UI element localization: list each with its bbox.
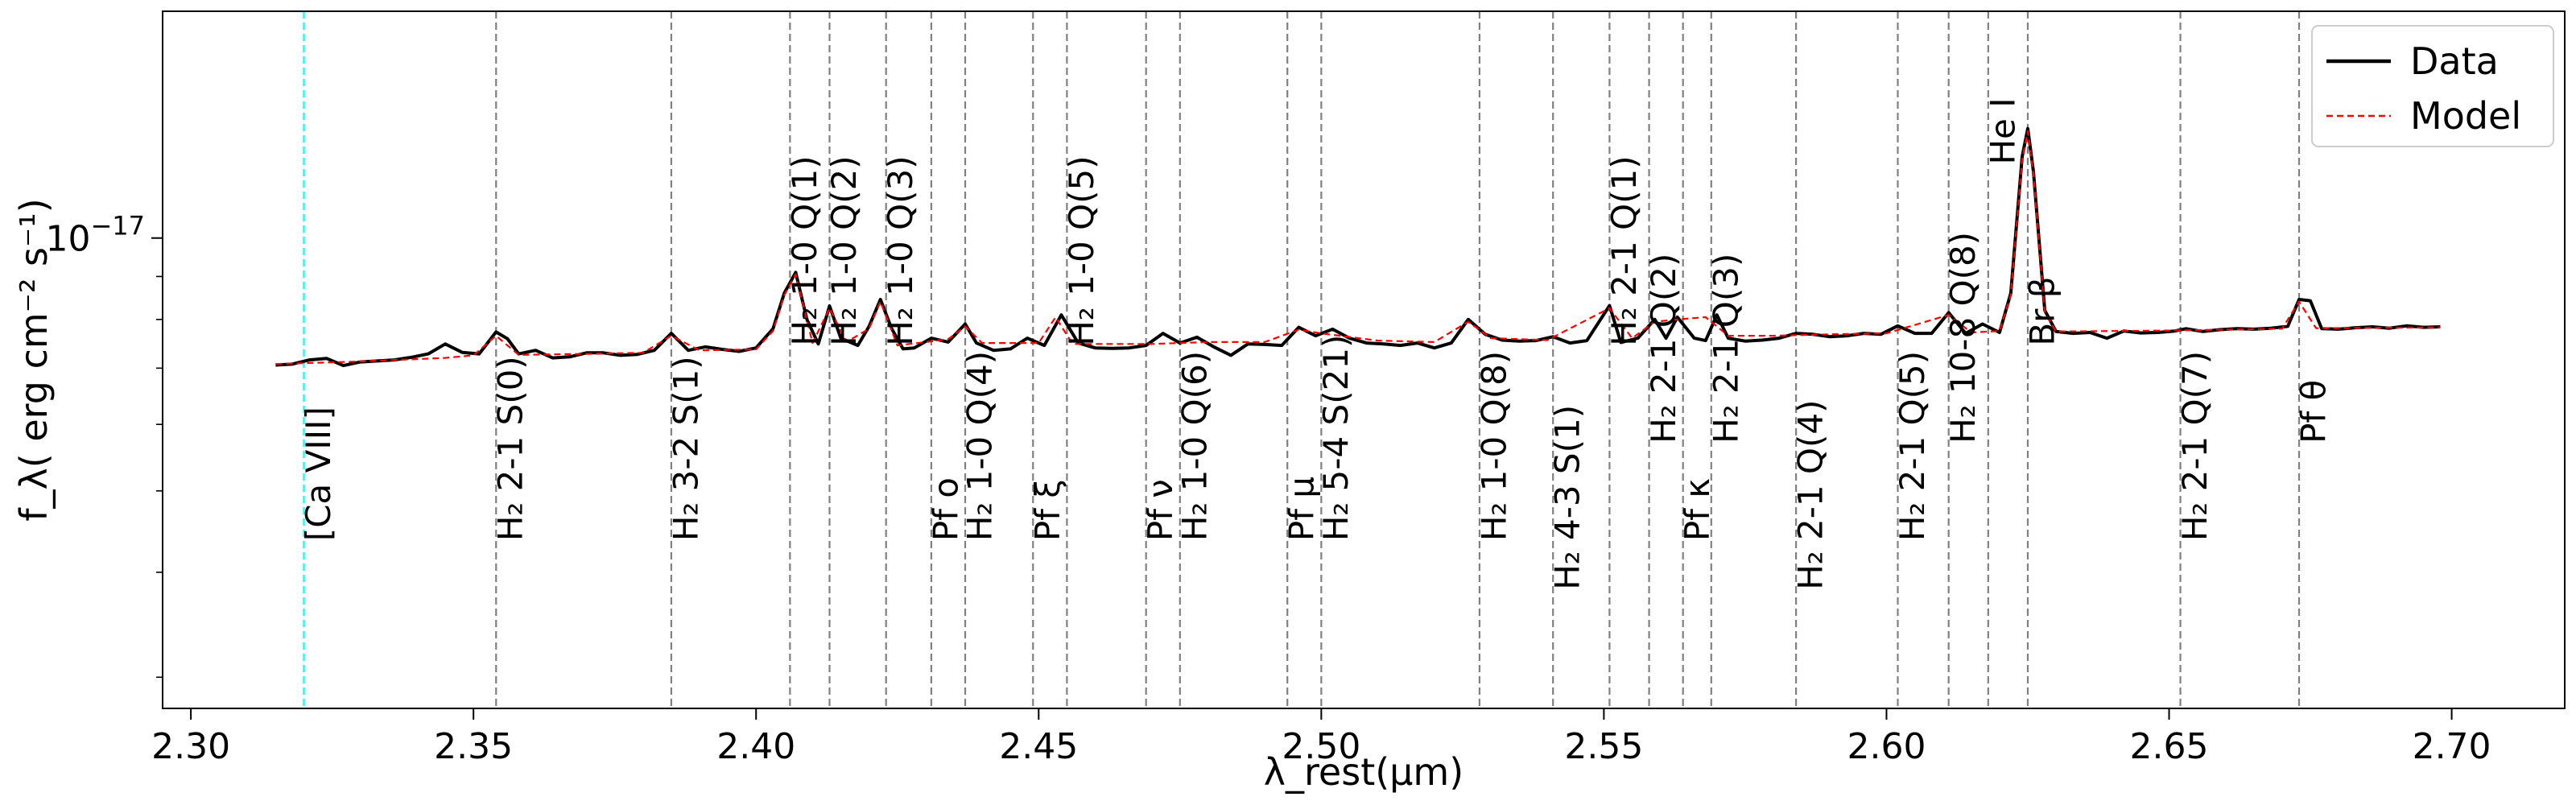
line-label-23: He I <box>1983 97 2022 164</box>
line-label-12: Pf μ <box>1282 477 1322 541</box>
line-label-25: H₂ 2-1 Q(7) <box>2175 351 2215 541</box>
x-tick-label-4: 2.50 <box>1282 726 1360 767</box>
line-label-8: Pf ξ <box>1028 479 1067 541</box>
x-tick-label-6: 2.60 <box>1847 726 1926 767</box>
line-label-24: Br β <box>2022 276 2062 345</box>
series-model <box>275 130 2441 365</box>
emission-line-markers <box>303 11 2301 708</box>
y-tick-label-0: 10−17 <box>45 211 145 260</box>
x-tick-label-2: 2.40 <box>716 726 795 767</box>
series-data <box>275 126 2441 368</box>
line-label-2: H₂ 3-2 S(1) <box>666 356 705 541</box>
line-label-20: H₂ 2-1 Q(4) <box>1791 399 1831 589</box>
line-label-1: H₂ 2-1 S(0) <box>491 356 530 541</box>
line-label-21: H₂ 2-1 Q(5) <box>1893 351 1932 541</box>
x-tick-label-0: 2.30 <box>151 726 230 767</box>
x-axis-ticks: 2.30 2.35 2.40 2.45 2.50 2.55 2.60 2.65 2.70 <box>151 708 2491 767</box>
line-label-6: Pf ο <box>926 477 965 541</box>
x-axis-label: λ_rest(μm) <box>1264 750 1463 794</box>
line-label-14: H₂ 1-0 Q(8) <box>1474 351 1513 541</box>
series-layer <box>275 126 2441 368</box>
line-label-7: H₂ 1-0 Q(4) <box>960 351 1000 541</box>
line-label-15: H₂ 4-3 S(1) <box>1548 405 1587 590</box>
legend-label-model: Model <box>2410 94 2521 138</box>
line-label-17: H₂ 2-1 Q(2) <box>1644 254 1683 444</box>
line-label-16: H₂ 2-1 Q(1) <box>1604 155 1644 345</box>
line-label-9: H₂ 1-0 Q(5) <box>1062 155 1101 345</box>
x-tick-label-1: 2.35 <box>434 726 513 767</box>
line-label-3: H₂ 1-0 Q(1) <box>785 155 824 345</box>
x-tick-label-7: 2.65 <box>2130 726 2209 767</box>
x-tick-label-3: 2.45 <box>999 726 1078 767</box>
line-label-5: H₂ 1-0 Q(3) <box>881 155 920 345</box>
line-label-13: H₂ 5-4 S(21) <box>1316 335 1356 542</box>
y-axis-label: f_λ( erg cm⁻² s⁻¹) <box>12 198 56 521</box>
line-label-4: H₂ 1-0 Q(2) <box>824 155 864 345</box>
axes-frame <box>162 10 2566 709</box>
x-tick-label-8: 2.70 <box>2413 726 2491 767</box>
legend: Data Model <box>2311 25 2554 147</box>
line-label-0: [Ca VIII] <box>299 407 338 541</box>
line-label-18: Pf κ <box>1678 478 1717 541</box>
y-axis-ticks: 10−17 <box>45 211 163 679</box>
line-label-10: Pf ν <box>1141 479 1180 541</box>
line-label-22: H₂ 10-8 Q(8) <box>1943 232 1983 444</box>
line-label-11: H₂ 1-0 Q(6) <box>1174 351 1214 541</box>
legend-label-data: Data <box>2410 39 2499 83</box>
x-tick-label-5: 2.55 <box>1564 726 1643 767</box>
line-label-26: Pf θ <box>2294 380 2334 444</box>
line-label-19: H₂ 2-1 Q(3) <box>1706 254 1745 444</box>
emission-line-labels: [Ca VIII] H₂ 2-1 S(0) H₂ 3-2 S(1) H₂ 1-0 Q(… <box>299 97 2333 589</box>
